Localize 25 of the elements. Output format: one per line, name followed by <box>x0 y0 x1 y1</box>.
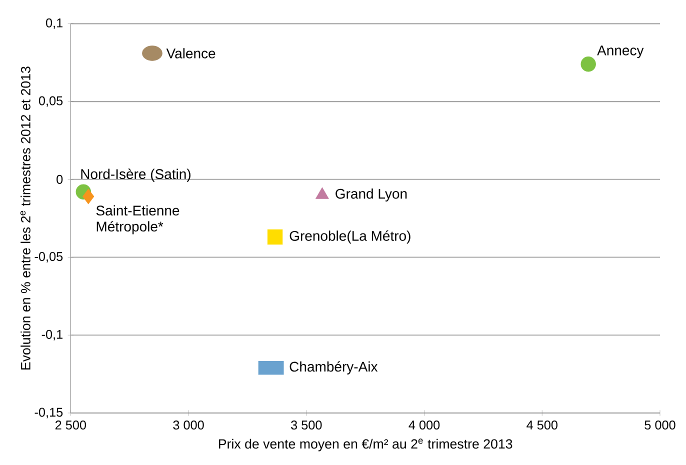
series-label: Grenoble(La Métro) <box>290 230 410 244</box>
y-axis-title: Evolution en % entre les 2$^{e}$ trimestres 2012 et 2013 <box>20 66 30 370</box>
series-label: Valence <box>166 48 216 58</box>
x-axis-title: Prix de vente moyen en €/m² au 2$^{e}$ trimestre 2013 <box>218 438 512 452</box>
x-tick-label: 4 500 <box>526 420 558 430</box>
y-tick-label: -0,1 <box>42 330 62 340</box>
y-tick-label: -0,15 <box>34 408 63 418</box>
point <box>142 46 162 61</box>
x-tick-label: 4 000 <box>408 420 440 430</box>
point <box>267 229 283 245</box>
series-label: Nord-Isère (Satin) <box>81 168 190 182</box>
point <box>82 188 94 204</box>
y-tick-label: -0,05 <box>34 252 63 263</box>
series-label: Grand Lyon <box>336 188 407 202</box>
y-tick-label: 0,1 <box>46 18 62 29</box>
y-tick-label: 0 <box>56 174 63 184</box>
series-label: Annecy <box>597 46 644 58</box>
point <box>580 56 596 72</box>
x-tick-label: 2 500 <box>55 420 86 430</box>
x-tick-label: 3 500 <box>291 420 322 430</box>
x-tick-label: 3 000 <box>173 420 204 430</box>
x-tick-label: 5 000 <box>644 420 676 430</box>
series-label: Saint-Etienne Métropole* <box>96 205 180 234</box>
series-label: Chambéry-Aix <box>290 361 378 374</box>
y-tick-label: 0,05 <box>38 96 63 107</box>
